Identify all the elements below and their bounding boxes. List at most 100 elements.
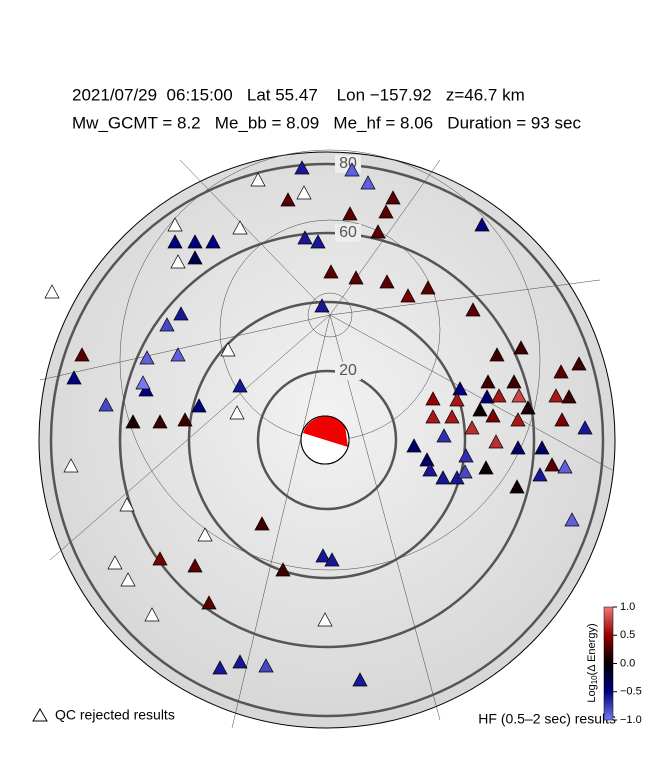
station [74, 347, 90, 362]
station [564, 512, 580, 527]
station [344, 162, 360, 177]
station [436, 428, 452, 443]
station [342, 206, 358, 221]
station [554, 412, 570, 427]
beachball [300, 415, 350, 465]
rejected-station [119, 497, 135, 512]
station [532, 467, 548, 482]
colorbar-tick-label: 1.0 [620, 601, 635, 613]
station [509, 479, 525, 494]
station [480, 374, 496, 389]
station [173, 306, 189, 321]
rejected-station [317, 612, 333, 627]
station [167, 234, 183, 249]
rejected-station [44, 284, 60, 299]
colorbar-tick-label: −1.0 [620, 714, 642, 726]
station [254, 516, 270, 531]
rejected-station [296, 185, 312, 200]
station [310, 234, 326, 249]
station [479, 389, 495, 404]
station [152, 551, 168, 566]
station [294, 160, 310, 175]
station [553, 364, 569, 379]
station [489, 347, 505, 362]
station [464, 420, 480, 435]
station [139, 350, 155, 365]
rejected-station [220, 342, 236, 357]
rejected-station [232, 220, 248, 235]
station [187, 558, 203, 573]
station [324, 552, 340, 567]
station [544, 457, 560, 472]
station [400, 288, 416, 303]
station [474, 217, 490, 232]
station [449, 392, 465, 407]
station [187, 234, 203, 249]
rejected-station [107, 555, 123, 570]
rejected-station [170, 254, 186, 269]
colorbar-tick-label: 0.0 [620, 657, 635, 669]
station [534, 440, 550, 455]
legend-hf: HF (0.5–2 sec) results [478, 711, 616, 727]
ring-label-bg [335, 362, 361, 380]
station [406, 438, 422, 453]
station [457, 464, 473, 479]
station [348, 270, 364, 285]
station [360, 175, 376, 190]
station [420, 280, 436, 295]
station [152, 414, 168, 429]
distance-ring [49, 162, 605, 718]
station [510, 440, 526, 455]
station [513, 340, 529, 355]
colorbar-label-base: Log [586, 684, 598, 702]
ring-label: 60 [339, 224, 357, 241]
station [452, 381, 468, 396]
station [425, 391, 441, 406]
station [577, 420, 593, 435]
station [280, 192, 296, 207]
station [472, 402, 488, 417]
station [323, 264, 339, 279]
station [297, 230, 313, 245]
station [135, 375, 151, 390]
distance-ring [256, 369, 398, 511]
station [422, 462, 438, 477]
station [258, 658, 274, 673]
rejected-station [63, 458, 79, 473]
ring-label: 20 [339, 362, 357, 379]
station [478, 460, 494, 475]
station [379, 274, 395, 289]
distance-ring [187, 300, 467, 580]
station [159, 317, 175, 332]
station [352, 672, 368, 687]
header-line1: 2021/07/29 06:15:00 Lat 55.47 Lon −157.9… [72, 85, 525, 104]
rejected-station [167, 217, 183, 232]
ring-label-bg [335, 224, 361, 242]
distance-ring [118, 231, 536, 649]
station [66, 370, 82, 385]
station [425, 409, 441, 424]
rejected-station [144, 607, 160, 622]
station [548, 388, 564, 403]
station [488, 434, 504, 449]
station [187, 250, 203, 265]
station [465, 302, 481, 317]
station [125, 414, 141, 429]
station [485, 408, 501, 423]
rejected-station [229, 405, 245, 420]
station [205, 234, 221, 249]
rejected-station [120, 572, 136, 587]
station [98, 397, 114, 412]
colorbar [603, 606, 614, 721]
station [275, 562, 291, 577]
station [385, 190, 401, 205]
station [511, 388, 527, 403]
colorbar-label-rest: (Δ Energy) [586, 623, 598, 675]
station [315, 548, 331, 563]
station [506, 374, 522, 389]
station [458, 448, 474, 463]
colorbar-tick-label: −0.5 [620, 686, 642, 698]
station [435, 470, 451, 485]
colorbar-tick-label: 0.5 [620, 629, 635, 641]
